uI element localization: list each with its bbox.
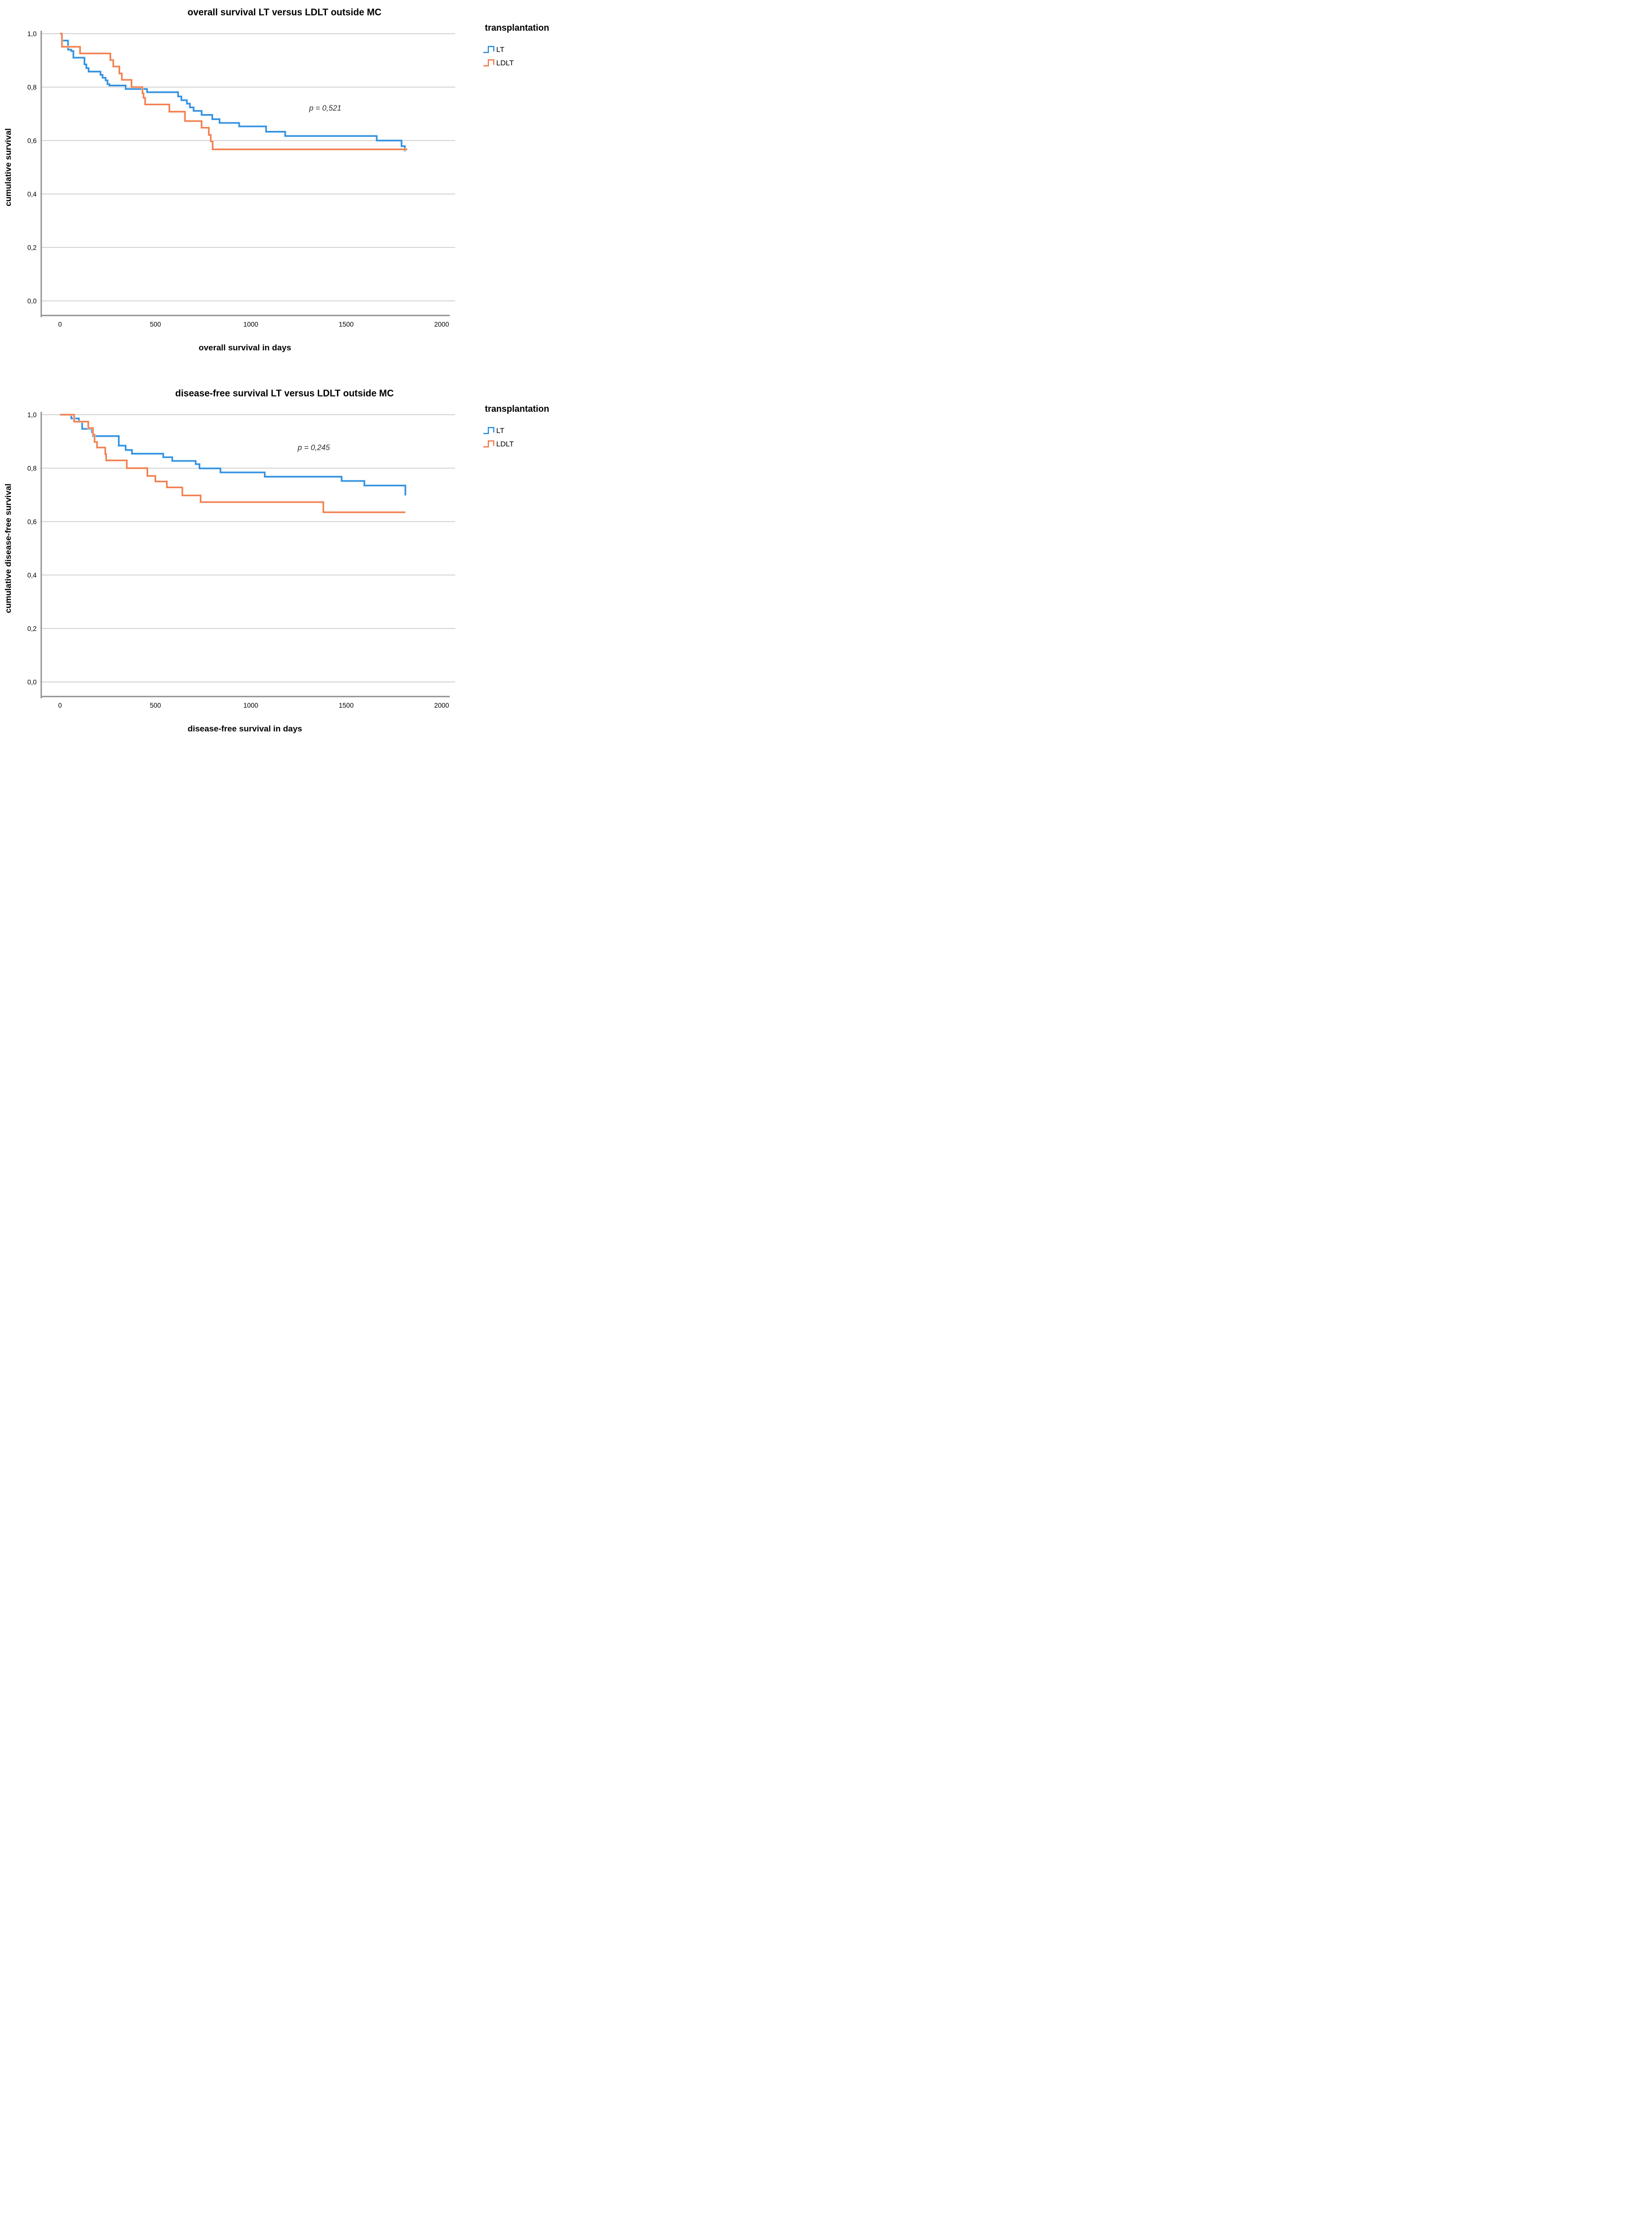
legend-item-ldlt: LDLT	[496, 440, 514, 448]
x-tick-label: 1000	[243, 321, 258, 328]
disease-free-survival-chart: disease-free survival LT versus LDLT out…	[0, 381, 551, 741]
ldlt-curve-halo	[60, 32, 408, 150]
y-tick-label: 0,8	[27, 465, 37, 472]
y-tick-label: 0,0	[27, 297, 37, 305]
y-tick-label: 0,2	[27, 625, 37, 632]
x-tick-label: 2000	[434, 321, 449, 328]
y-tick-label: 0,6	[27, 518, 37, 526]
x-tick-label: 0	[58, 321, 62, 328]
chart-title: overall survival LT versus LDLT outside …	[188, 7, 381, 18]
x-tick-label: 500	[150, 321, 161, 328]
x-tick-label: 1500	[339, 321, 354, 328]
y-tick-label: 0,4	[27, 572, 37, 579]
ldlt-curve-halo	[60, 413, 406, 514]
y-tick-label: 0,4	[27, 191, 37, 198]
legend-title: transplantation	[485, 23, 549, 33]
y-axis-label: cumulative survival	[3, 128, 13, 206]
y-tick-label: 0,6	[27, 137, 37, 145]
lt-curve	[60, 33, 406, 151]
overall-survival-chart: overall survival LT versus LDLT outside …	[0, 0, 551, 360]
lt-curve-halo	[60, 413, 407, 496]
legend-item-lt: LT	[496, 427, 504, 435]
legend-title: transplantation	[485, 404, 549, 414]
disease-free-survival-plot: disease-free survival LT versus LDLT out…	[0, 381, 551, 741]
x-tick-label: 1500	[339, 702, 354, 709]
p-value-label: p = 0,245	[297, 443, 330, 452]
y-tick-label: 0,2	[27, 244, 37, 251]
x-tick-label: 2000	[434, 702, 449, 709]
legend-lt-icon	[483, 427, 495, 435]
ldlt-curve	[60, 33, 408, 150]
legend-item-ldlt: LDLT	[496, 59, 514, 67]
x-axis-label: disease-free survival in days	[188, 724, 302, 733]
x-tick-label: 0	[58, 702, 62, 709]
x-tick-label: 1000	[243, 702, 258, 709]
y-tick-label: 1,0	[27, 411, 37, 419]
overall-survival-plot: overall survival LT versus LDLT outside …	[0, 0, 551, 360]
lt-curve-halo	[60, 32, 406, 151]
legend-lt-icon	[483, 46, 495, 53]
p-value-label: p = 0,521	[309, 104, 341, 113]
ldlt-curve	[60, 414, 406, 513]
x-axis-label: overall survival in days	[198, 343, 291, 352]
y-tick-label: 1,0	[27, 30, 37, 38]
y-axis-label: cumulative disease-free survival	[3, 483, 13, 613]
legend-ldlt-icon	[483, 440, 495, 448]
lt-curve	[60, 414, 406, 496]
x-tick-label: 500	[150, 702, 161, 709]
y-tick-label: 0,0	[27, 678, 37, 686]
legend-ldlt-icon	[483, 59, 495, 67]
legend-item-lt: LT	[496, 46, 504, 54]
y-tick-label: 0,8	[27, 84, 37, 91]
chart-title: disease-free survival LT versus LDLT out…	[175, 388, 394, 399]
kaplan-meier-figure-page: overall survival LT versus LDLT outside …	[0, 0, 551, 741]
